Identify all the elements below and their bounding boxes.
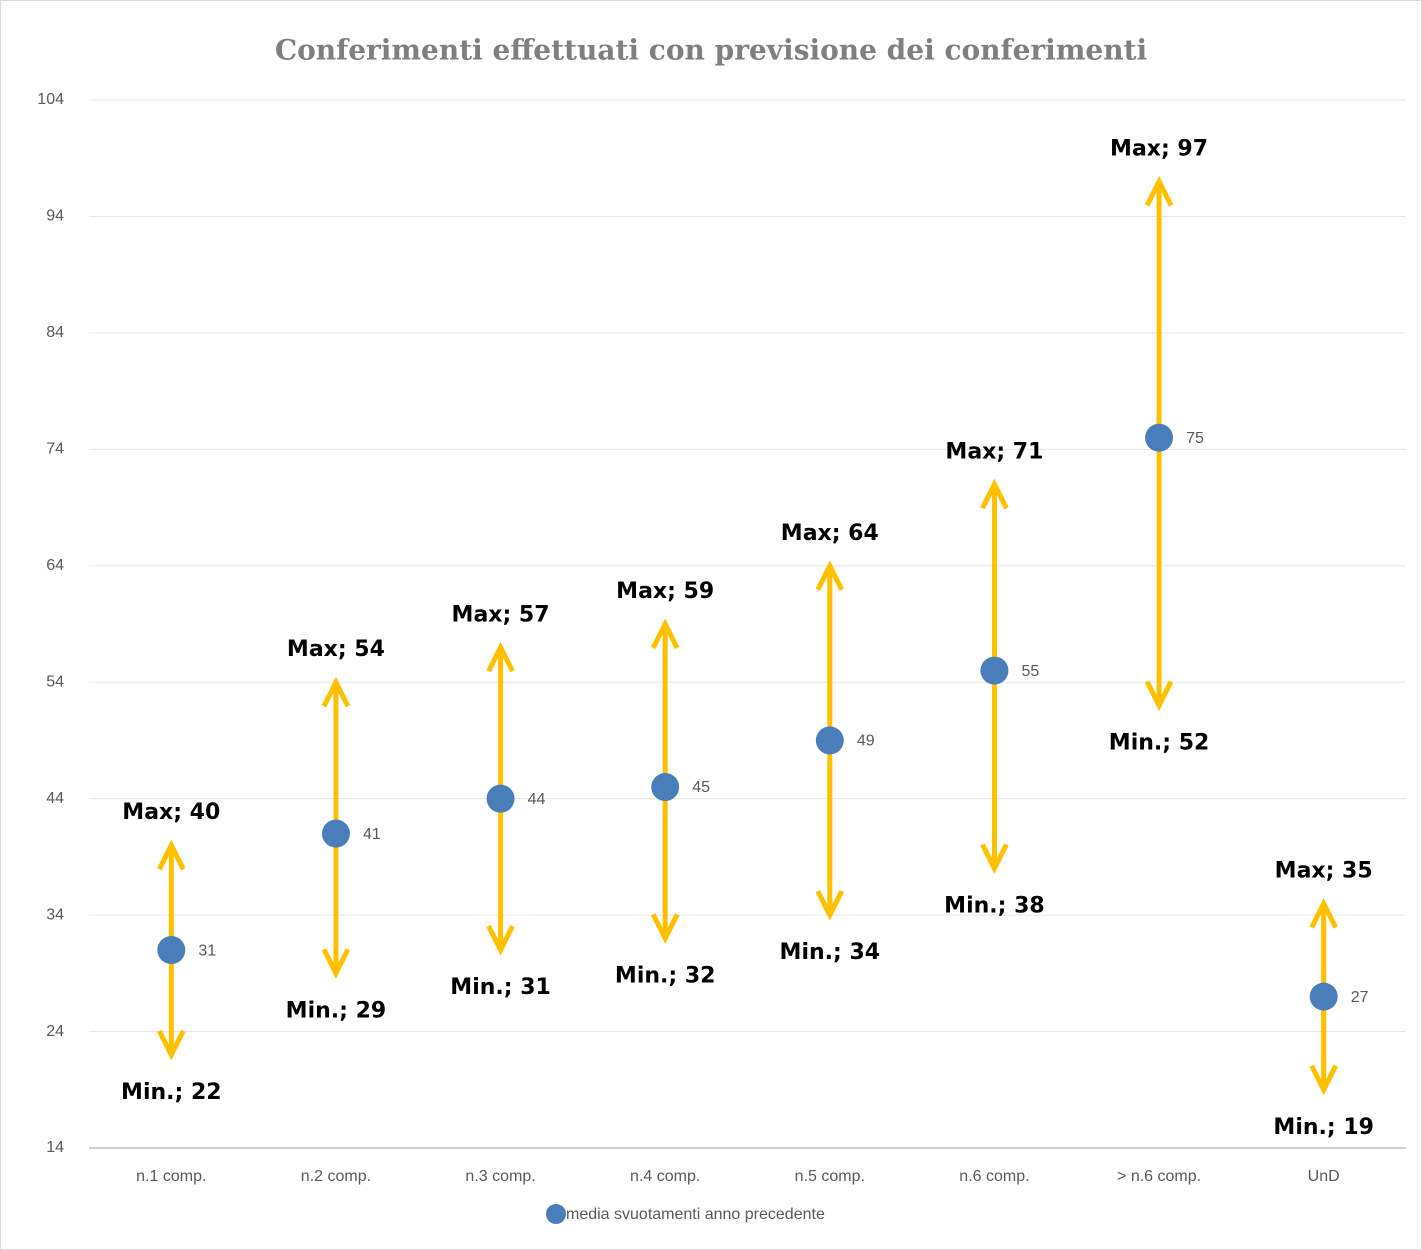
y-tick-label: 24 — [46, 1023, 64, 1040]
mean-point — [1145, 423, 1174, 452]
min-label: Min.; 31 — [450, 975, 551, 1000]
y-tick-label: 84 — [46, 324, 64, 341]
max-label: Max; 57 — [452, 602, 550, 627]
y-tick-label: 44 — [46, 790, 64, 807]
mean-point — [1309, 982, 1338, 1011]
max-label: Max; 71 — [945, 439, 1043, 464]
min-label: Min.; 32 — [615, 963, 716, 988]
range-arrow — [1144, 437, 1174, 712]
range-arrow — [157, 950, 186, 1061]
max-label: Max; 35 — [1275, 858, 1373, 883]
x-tick-label: > n.6 comp. — [1117, 1168, 1201, 1185]
mean-label: 44 — [528, 791, 546, 808]
mean-point — [157, 936, 186, 965]
mean-label: 31 — [198, 942, 216, 959]
mean-label: 75 — [1186, 430, 1204, 447]
mean-label: 49 — [857, 733, 875, 750]
max-label: Max; 40 — [122, 800, 220, 825]
range-arrow — [1309, 996, 1338, 1096]
mean-point — [980, 656, 1009, 685]
range-arrow — [321, 833, 351, 979]
min-label: Min.; 52 — [1109, 731, 1210, 756]
mean-label: 27 — [1351, 989, 1369, 1006]
x-tick-label: n.1 comp. — [136, 1168, 206, 1185]
y-tick-label: 104 — [37, 91, 64, 108]
min-label: Min.; 29 — [286, 998, 387, 1023]
x-tick-label: n.3 comp. — [465, 1168, 535, 1185]
min-label: Min.; 19 — [1273, 1115, 1374, 1140]
y-tick-label: 14 — [46, 1139, 64, 1156]
mean-point — [815, 726, 844, 755]
x-tick-label: n.2 comp. — [301, 1168, 371, 1185]
chart-title: Conferimenti effettuati con previsione d… — [275, 34, 1147, 67]
range-arrow — [486, 798, 515, 956]
range-arrow — [980, 670, 1009, 875]
min-label: Min.; 38 — [944, 894, 1045, 919]
y-tick-label: 64 — [46, 557, 64, 574]
y-tick-label: 54 — [46, 673, 64, 690]
range-arrow — [486, 641, 515, 799]
x-tick-label: n.4 comp. — [630, 1168, 700, 1185]
y-tick-label: 34 — [46, 906, 64, 923]
mean-point — [486, 784, 515, 813]
range-arrow — [650, 618, 680, 788]
mean-label: 55 — [1021, 663, 1039, 680]
range-arrow — [321, 676, 351, 834]
x-tick-label: UnD — [1308, 1168, 1340, 1185]
legend-marker — [546, 1204, 566, 1224]
range-arrow — [1144, 175, 1174, 438]
y-tick-label: 74 — [46, 441, 64, 458]
max-label: Max; 54 — [287, 637, 385, 662]
range-arrow — [1309, 897, 1338, 997]
range-arrow — [650, 787, 680, 944]
range-arrow — [815, 560, 845, 741]
x-tick-label: n.5 comp. — [795, 1168, 865, 1185]
max-label: Max; 59 — [616, 579, 714, 604]
min-label: Min.; 34 — [780, 940, 881, 965]
range-arrow — [815, 740, 845, 921]
max-label: Max; 97 — [1110, 137, 1208, 162]
min-label: Min.; 22 — [121, 1080, 222, 1105]
range-arrow — [980, 478, 1009, 671]
mean-label: 41 — [363, 826, 381, 843]
max-label: Max; 64 — [781, 521, 879, 546]
legend-label: media svuotamenti anno precedente — [566, 1206, 825, 1223]
x-tick-label: n.6 comp. — [959, 1168, 1029, 1185]
mean-label: 45 — [692, 779, 710, 796]
mean-point — [321, 819, 350, 848]
y-tick-label: 94 — [46, 208, 64, 225]
mean-point — [651, 773, 680, 802]
range-arrow — [157, 839, 186, 951]
